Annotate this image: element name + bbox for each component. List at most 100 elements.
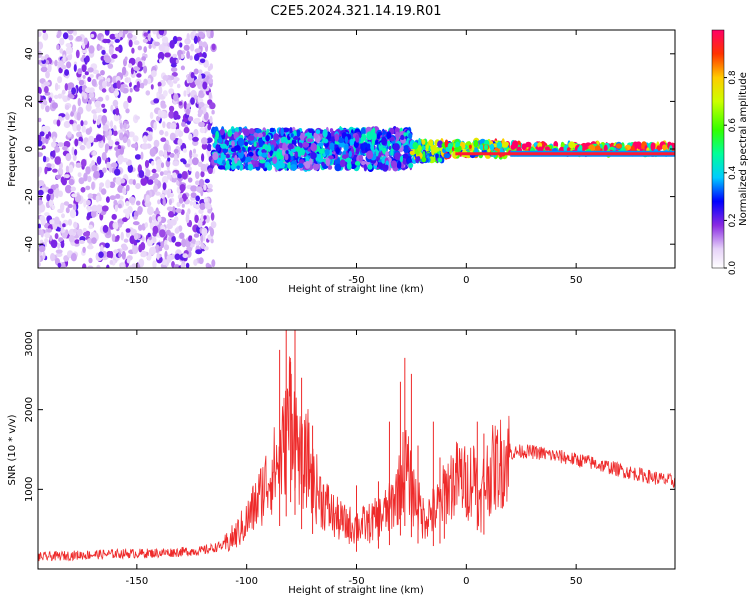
spectrogram-cell [159, 129, 164, 136]
spectrogram-cell [215, 130, 220, 140]
spectrogram-cell [38, 203, 46, 213]
spectrogram-cell [126, 257, 131, 264]
spectrogram-cell [105, 196, 110, 203]
spectrogram-cell [65, 165, 70, 173]
spectrogram-cell [170, 67, 178, 72]
spectrogram-cell [400, 134, 405, 140]
spectrogram-cell [669, 145, 673, 152]
spectrogram-cell [68, 178, 75, 186]
spectrogram-cell [327, 155, 334, 160]
spectrogram-cell [153, 41, 160, 47]
spectrogram-cell [198, 121, 205, 128]
spectrogram-cell [111, 213, 117, 220]
spectrogram-cell [125, 184, 130, 192]
colorbar: 0.0 0.2 0.4 0.6 0.8 Normalized spectral ampl… [711, 29, 749, 276]
spectrogram-cell [164, 46, 170, 52]
spectrogram-cell [123, 238, 129, 243]
spectrogram-cell [163, 244, 170, 251]
spectrogram-cell [201, 228, 205, 236]
spectrogram-cell [195, 249, 203, 255]
spectrogram-cell [159, 171, 164, 177]
colorbar-tick-label: 0.8 [728, 70, 738, 85]
spectrogram-cell [61, 213, 65, 219]
spectrogram-cell [42, 34, 48, 41]
spectrogram-cell [94, 100, 101, 108]
spectrogram-cell [48, 200, 54, 207]
spectrogram-cell [38, 86, 42, 95]
spectrogram-cell [38, 134, 42, 142]
spectrogram-cell [127, 164, 133, 173]
spectrogram-cell [73, 221, 78, 229]
spectrogram-cell [181, 238, 187, 248]
spectrogram-cell [85, 185, 91, 191]
spectrogram-cell [62, 95, 69, 103]
colorbar-tick-label: 0.4 [728, 165, 738, 180]
spectrogram-cell [160, 101, 165, 108]
spectrogram-cell [167, 219, 172, 225]
spectrogram-cell [110, 162, 118, 168]
spectrogram-cell [198, 69, 203, 74]
spectrogram-cell [149, 246, 156, 255]
spectrogram-cell [468, 144, 472, 149]
spectrogram-cell [78, 79, 85, 86]
spectrogram-cell [180, 263, 185, 268]
spectrogram-cell [146, 237, 153, 247]
spectrogram-cell [39, 131, 45, 137]
spectrogram-cell [392, 143, 400, 151]
spectrogram-cell [113, 249, 119, 254]
spectrogram-cell [166, 206, 173, 212]
spectrogram-cell [38, 255, 41, 264]
spectrogram-cell [114, 38, 121, 43]
spectrogram-cell [115, 193, 121, 199]
x-tick-label: 0 [463, 275, 469, 286]
spectrogram-cell [69, 53, 73, 59]
spectrogram-cell [169, 219, 177, 226]
spectrogram-cell [57, 242, 61, 249]
spectrogram-cell [201, 52, 207, 59]
spectrogram-cell [83, 92, 87, 100]
spectrogram-cell [181, 171, 188, 180]
y-tick-label: 20 [24, 95, 35, 108]
spectrogram-cell [199, 202, 206, 210]
spectrogram-cell [140, 151, 144, 160]
spectrogram-cell [210, 30, 214, 39]
spectrogram-cell [327, 165, 333, 170]
spectrogram-cell [63, 201, 70, 206]
spectrogram-cell [200, 240, 204, 249]
spectrogram-cell [156, 163, 162, 173]
spectrogram-cell [408, 132, 413, 140]
spectrogram-cell [203, 215, 207, 220]
spectrogram-cell [125, 200, 130, 207]
spectrogram-cell [417, 144, 422, 153]
spectrogram-cell [188, 116, 194, 122]
spectrogram-cell [367, 164, 373, 170]
spectrogram-cell [61, 261, 66, 268]
spectrogram-cell [171, 176, 177, 183]
spectrogram-cell [204, 201, 209, 209]
spectrogram-cell [83, 231, 90, 237]
spectrogram-cell [261, 152, 268, 158]
spectrogram-cell [38, 117, 42, 123]
spectrogram-cell [137, 205, 143, 215]
spectrogram-y-label: Frequency (Hz) [7, 111, 18, 187]
spectrogram-cell [98, 196, 102, 202]
colorbar-tick-label: 0.0 [728, 261, 738, 276]
spectrogram-cell [116, 235, 120, 240]
spectrogram-cell [194, 204, 200, 210]
spectrogram-cell [128, 39, 133, 48]
spectrogram-cell [203, 111, 209, 121]
spectrogram-cell [244, 141, 249, 147]
spectrogram-cell [321, 161, 325, 167]
spectrogram-cell [358, 154, 364, 162]
spectrogram-cell [259, 159, 266, 164]
spectrogram-cell [361, 133, 367, 138]
spectrogram-cell [158, 247, 163, 252]
spectrogram-cell [178, 101, 183, 106]
spectrogram-cell [101, 152, 107, 161]
spectrogram-cell [169, 153, 175, 158]
spectrogram-cell [117, 44, 123, 53]
snr-panel: -150 -100 -50 0 50 1000 2000 3000 Height of st… [7, 329, 676, 596]
spectrogram-cell [142, 38, 148, 43]
spectrogram-cell [159, 110, 165, 118]
spectrogram-cell [217, 165, 225, 170]
